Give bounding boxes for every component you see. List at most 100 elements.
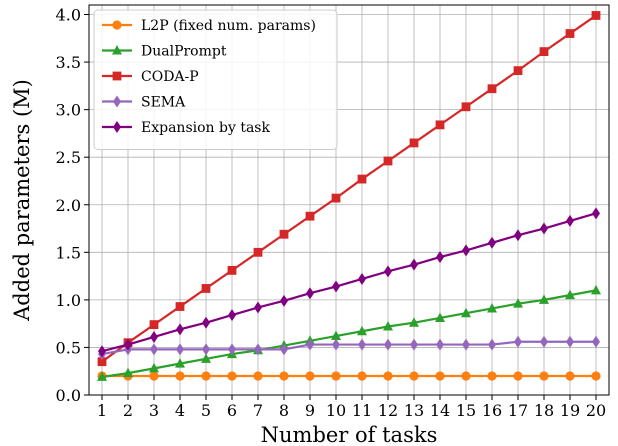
data-point — [227, 371, 237, 381]
series-line — [101, 289, 597, 379]
data-point — [280, 294, 288, 307]
data-point — [332, 280, 340, 293]
data-point — [435, 371, 445, 381]
data-point — [436, 251, 444, 264]
data-point — [331, 371, 341, 381]
data-point — [487, 371, 497, 381]
data-point — [461, 371, 471, 381]
data-point — [97, 371, 107, 381]
x-tick-label: 8 — [279, 401, 289, 420]
data-point — [176, 343, 184, 356]
data-point — [565, 29, 575, 38]
data-point — [279, 371, 289, 381]
series-3 — [98, 335, 600, 361]
data-point — [565, 371, 575, 381]
data-point — [331, 193, 341, 203]
x-tick-label: 19 — [560, 401, 580, 420]
data-point — [514, 229, 522, 242]
data-point — [332, 338, 340, 351]
data-point — [175, 371, 185, 381]
data-point — [280, 343, 288, 356]
legend-entry: CODA-P — [102, 69, 199, 85]
legend-marker — [113, 121, 121, 133]
y-tick-label: 2.5 — [56, 148, 81, 167]
data-point — [384, 338, 392, 351]
data-point — [539, 371, 549, 381]
data-point — [591, 284, 601, 295]
y-tick-label: 2.0 — [56, 196, 81, 215]
series-line — [101, 212, 597, 353]
data-point — [409, 138, 419, 148]
data-point — [279, 229, 289, 239]
data-point — [124, 338, 132, 351]
data-point — [591, 11, 601, 20]
data-point — [149, 362, 159, 373]
data-point — [566, 214, 574, 227]
data-point — [357, 174, 367, 184]
data-point — [591, 371, 601, 381]
data-point — [487, 302, 497, 313]
data-point — [409, 317, 419, 327]
data-point — [253, 371, 263, 381]
x-tick-label: 15 — [456, 401, 476, 420]
data-point — [254, 301, 262, 314]
legend-marker — [113, 95, 121, 108]
legend-entry: Expansion by task — [102, 120, 270, 136]
legend-marker — [112, 71, 122, 81]
data-point — [228, 309, 236, 322]
data-point — [592, 207, 600, 220]
x-tick-label: 2 — [123, 401, 133, 420]
legend-entry: DualPrompt — [102, 44, 227, 60]
data-point — [357, 371, 367, 381]
data-point — [227, 265, 237, 275]
data-point — [150, 330, 158, 343]
data-point — [410, 258, 418, 271]
axis-ticks: 1 2 3 4 5 6 7 8 9 10 11 12 13 14 15 16 17 18 19 200.00.51.0… — [56, 6, 607, 420]
y-tick-label: 1.0 — [56, 291, 81, 310]
data-point — [97, 357, 107, 367]
legend-box — [93, 9, 338, 150]
data-point — [176, 323, 184, 336]
x-tick-label: 18 — [534, 401, 554, 420]
data-point — [409, 371, 419, 381]
data-point — [357, 325, 367, 336]
x-tick-label: 4 — [175, 401, 185, 420]
data-point — [306, 338, 314, 351]
data-point — [383, 156, 393, 166]
data-point — [383, 371, 393, 381]
data-point — [201, 371, 211, 381]
data-point — [540, 335, 548, 348]
series-1 — [97, 284, 601, 381]
data-point — [201, 353, 211, 363]
data-point — [592, 335, 600, 348]
data-point — [202, 316, 210, 329]
data-point — [201, 284, 211, 293]
data-point — [331, 330, 341, 341]
legend-label: CODA-P — [141, 69, 199, 85]
legend: L2P (fixed num. params) DualPrompt CODA-P S… — [93, 9, 338, 150]
series-line — [101, 340, 596, 356]
data-point — [358, 272, 366, 285]
data-point — [228, 343, 236, 356]
legend-marker — [112, 45, 122, 55]
plot-area-frame — [88, 4, 610, 396]
data-point — [513, 298, 523, 308]
legend-label: Expansion by task — [141, 120, 270, 136]
x-axis-label: Number of tasks — [261, 423, 438, 446]
data-point — [384, 265, 392, 278]
data-point — [254, 343, 262, 356]
x-tick-label: 12 — [378, 401, 398, 420]
legend-marker — [112, 20, 122, 30]
y-tick-label: 0.0 — [56, 386, 81, 405]
x-tick-label: 14 — [430, 401, 450, 420]
legend-label: SEMA — [141, 95, 186, 111]
series-layer — [97, 11, 601, 381]
data-point — [461, 102, 471, 112]
data-point — [540, 222, 548, 235]
legend-label: L2P (fixed num. params) — [141, 18, 316, 34]
x-tick-label: 3 — [149, 401, 159, 420]
data-point — [488, 236, 496, 249]
data-point — [202, 343, 210, 356]
data-point — [539, 47, 549, 57]
y-tick-label: 3.0 — [56, 101, 81, 120]
